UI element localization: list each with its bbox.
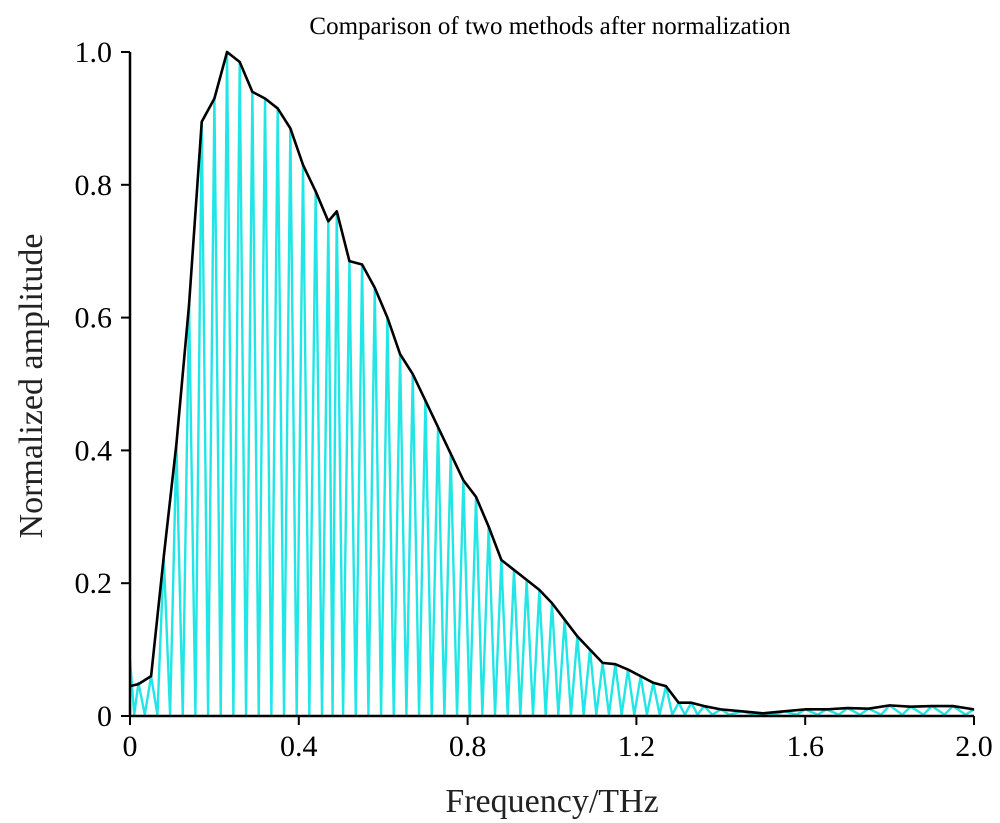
y-tick-label: 0.4 bbox=[75, 434, 113, 467]
axes bbox=[128, 52, 974, 718]
series-line-0 bbox=[129, 50, 975, 715]
x-tick-label: 0 bbox=[123, 730, 138, 763]
plot-area bbox=[128, 50, 975, 716]
x-tick-label: 0.8 bbox=[449, 730, 487, 763]
y-tick-label: 0.6 bbox=[75, 302, 113, 335]
x-axis-title: Frequency/THz bbox=[445, 783, 658, 820]
chart-title: Comparison of two methods after normaliz… bbox=[309, 13, 791, 40]
x-tick-label: 1.2 bbox=[618, 730, 656, 763]
x-tick-label: 2.0 bbox=[955, 730, 993, 763]
y-tick-label: 0 bbox=[97, 700, 112, 733]
y-tick-label: 1.0 bbox=[75, 36, 113, 69]
x-ticks: 0 0.4 0.8 1.2 1.6 2.0 bbox=[123, 716, 993, 763]
x-tick-label: 0.4 bbox=[280, 730, 318, 763]
y-tick-label: 0.8 bbox=[75, 169, 113, 202]
x-tick-label: 1.6 bbox=[786, 730, 824, 763]
y-tick-label: 0.2 bbox=[75, 567, 113, 600]
y-axis-title: Normalized amplitude bbox=[13, 234, 50, 539]
y-ticks: 0 0.2 0.4 0.6 0.8 1.0 bbox=[75, 36, 130, 733]
series-line-1 bbox=[128, 50, 975, 716]
